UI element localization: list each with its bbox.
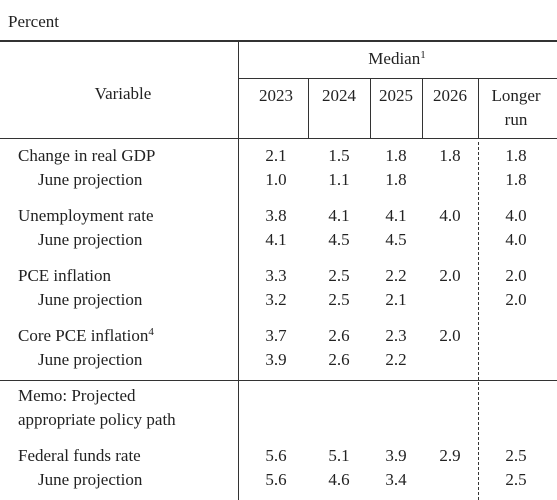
cell: 4.5 (385, 230, 407, 249)
label-text: Federal funds rate (18, 446, 141, 465)
cell: 2.5 (505, 470, 527, 489)
row-label: June projection (38, 470, 142, 490)
rule (238, 40, 239, 500)
label-text: Change in real GDP (18, 146, 156, 165)
row-label: Federal funds rate (18, 446, 141, 466)
cell: 2.0 (505, 266, 527, 285)
cell: 3.8 (265, 206, 287, 225)
rule (0, 40, 557, 42)
cell: 1.8 (505, 170, 527, 189)
row-label: June projection (38, 350, 142, 370)
column-header: Longer (491, 86, 541, 105)
column-header: run (504, 110, 528, 129)
cell: 3.2 (265, 290, 287, 309)
rule (308, 78, 309, 138)
rule (478, 78, 479, 138)
cell: 5.6 (265, 470, 287, 489)
cell: 2.5 (505, 446, 527, 465)
label-text: June projection (38, 290, 143, 309)
rule (422, 78, 423, 138)
group-label: Median (368, 49, 421, 68)
row-label: June projection (38, 290, 142, 310)
cell: 4.6 (328, 470, 350, 489)
dashed-rule (478, 142, 479, 500)
column-header: 2023 (259, 86, 293, 105)
cell: 4.0 (505, 230, 527, 249)
label-text: June projection (38, 470, 143, 489)
cell: 2.1 (265, 146, 287, 165)
cell: 3.3 (265, 266, 287, 285)
footnote-mark: 1 (420, 49, 426, 61)
variable-header: Variable (94, 84, 152, 103)
cell: 2.0 (505, 290, 527, 309)
rule (0, 138, 557, 139)
row-label: Change in real GDP (18, 146, 155, 166)
cell: 4.1 (385, 206, 407, 225)
group-header: Median1 (368, 49, 425, 69)
cell: 1.8 (439, 146, 461, 165)
cell: 1.8 (505, 146, 527, 165)
column-header: 2025 (379, 86, 413, 105)
caption: Percent (8, 12, 59, 31)
cell: 2.9 (439, 446, 461, 465)
cell: 2.6 (328, 350, 350, 369)
footnote-mark: 4 (148, 326, 154, 338)
cell: 4.1 (265, 230, 287, 249)
cell: 2.3 (385, 326, 407, 345)
cell: 1.0 (265, 170, 287, 189)
label-text: PCE inflation (18, 266, 112, 285)
cell: 3.7 (265, 326, 287, 345)
row-label: appropriate policy path (18, 410, 176, 429)
cell: 4.0 (439, 206, 461, 225)
rule (238, 78, 557, 79)
column-header: 2026 (433, 86, 467, 105)
row-label: June projection (38, 170, 142, 190)
cell: 2.2 (385, 350, 407, 369)
cell: 2.2 (385, 266, 407, 285)
cell: 5.6 (265, 446, 287, 465)
column-header: 2024 (322, 86, 356, 105)
cell: 2.5 (328, 290, 350, 309)
cell: 3.9 (265, 350, 287, 369)
row-label: PCE inflation (18, 266, 111, 286)
cell: 2.6 (328, 326, 350, 345)
cell: 3.9 (385, 446, 407, 465)
cell: 4.0 (505, 206, 527, 225)
rule (370, 78, 371, 138)
label-text: Core PCE inflation (18, 326, 149, 345)
cell: 2.5 (328, 266, 350, 285)
rule (0, 380, 557, 381)
row-label: Unemployment rate (18, 206, 154, 226)
row-label: Memo: Projected (18, 386, 136, 405)
label-text: June projection (38, 170, 143, 189)
cell: 1.8 (385, 170, 407, 189)
cell: 2.0 (439, 326, 461, 345)
cell: 2.0 (439, 266, 461, 285)
cell: 5.1 (328, 446, 350, 465)
cell: 4.1 (328, 206, 350, 225)
cell: 1.5 (328, 146, 350, 165)
cell: 1.1 (328, 170, 350, 189)
label-text: June projection (38, 350, 143, 369)
label-text: June projection (38, 230, 143, 249)
cell: 1.8 (385, 146, 407, 165)
row-label: Core PCE inflation4 (18, 326, 154, 346)
cell: 3.4 (385, 470, 407, 489)
cell: 2.1 (385, 290, 407, 309)
row-label: June projection (38, 230, 142, 250)
cell: 4.5 (328, 230, 350, 249)
label-text: Unemployment rate (18, 206, 154, 225)
